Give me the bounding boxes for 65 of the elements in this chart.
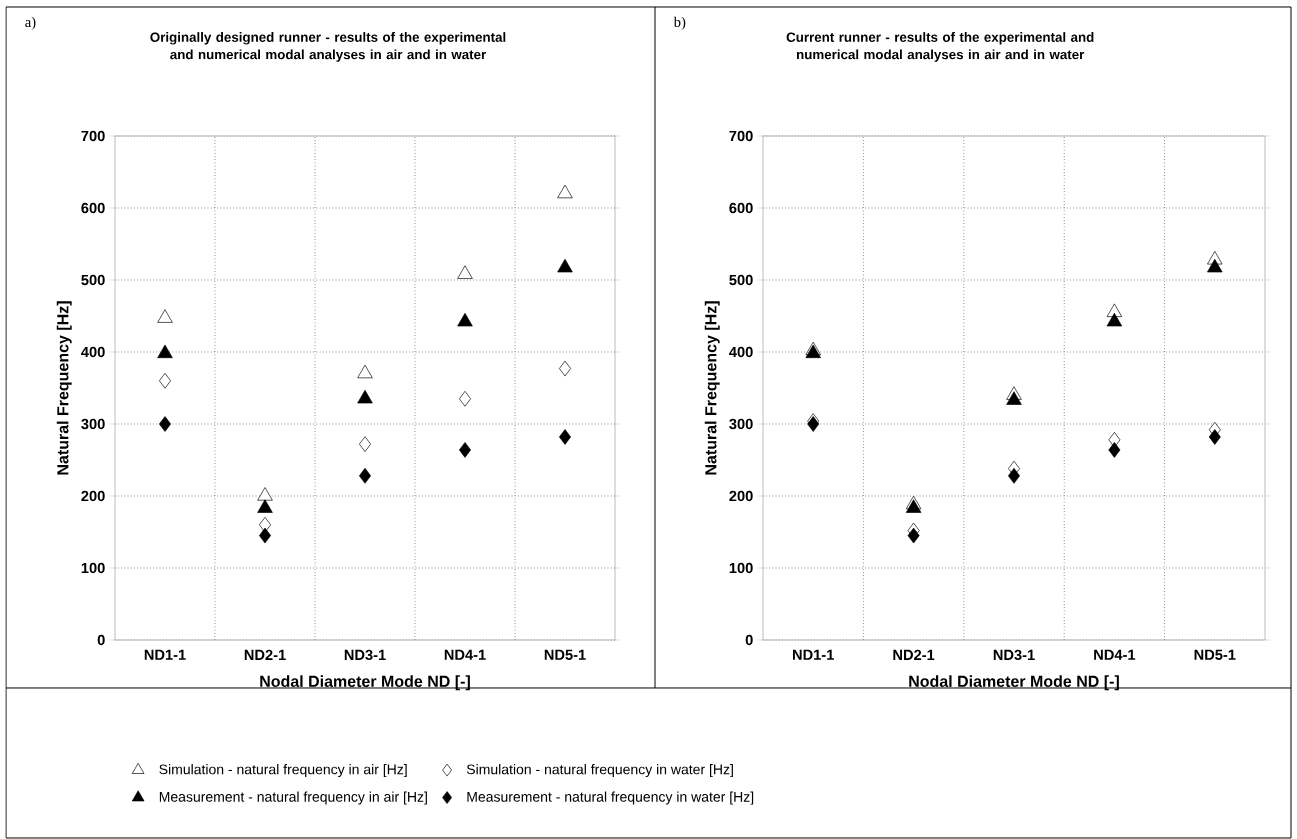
y-tick-label: 100 (729, 562, 753, 574)
y-tick-label: 700 (729, 130, 753, 142)
point (1208, 429, 1221, 445)
y-tick-label: 300 (81, 418, 105, 430)
point (259, 527, 271, 544)
y-tick-label: 300 (729, 418, 753, 430)
x-tick-label: ND4-1 (1094, 649, 1136, 660)
text: b) (673, 16, 686, 30)
point (159, 416, 171, 432)
point (459, 390, 471, 407)
point (1006, 391, 1022, 405)
point (557, 184, 573, 199)
x-tick-label: ND1-1 (792, 649, 834, 660)
point (257, 487, 273, 501)
point (159, 372, 171, 389)
y-tick-label: 0 (745, 634, 753, 646)
legend-label: Measurement - natural frequency in water [Hz] (467, 791, 754, 805)
y-tick-label: 400 (729, 346, 753, 358)
point (157, 309, 173, 323)
x-tick-label: ND3-1 (993, 649, 1035, 661)
point (259, 516, 271, 533)
y-tick-label: 400 (81, 346, 105, 358)
legend-label: Simulation - natural frequency in water [Hz] (466, 764, 733, 778)
chart-title: Current runner - results of the experimental and numerical modal analyses in air and in water (786, 32, 1094, 62)
point (157, 344, 173, 359)
x-axis-title: Nodal Diameter Mode ND [-] (909, 675, 1119, 691)
point (1207, 258, 1223, 273)
legend-label: Measurement - natural frequency in air [Hz] (159, 791, 427, 805)
point (257, 499, 273, 513)
point (357, 364, 373, 379)
y-tick-label: 100 (81, 562, 105, 574)
x-tick-label: ND5-1 (1194, 649, 1236, 660)
x-tick-label: ND1-1 (144, 649, 186, 660)
point (359, 468, 371, 484)
point (357, 389, 373, 404)
chart-title: Originally designed runner - results of the experimental and numerical modal analyses in air and in water (150, 32, 506, 62)
point (459, 442, 471, 458)
point (559, 429, 571, 445)
x-tick-label: ND4-1 (444, 649, 486, 660)
y-tick-label: 600 (729, 202, 753, 214)
text: a) (25, 16, 36, 30)
point (359, 436, 371, 452)
x-axis-title: Nodal Diameter Mode ND [-] (260, 675, 470, 691)
point (557, 258, 573, 273)
y-tick-label: 0 (97, 634, 105, 646)
y-axis-title: Natural Frequency [Hz] (704, 301, 720, 475)
y-tick-label: 600 (81, 202, 105, 214)
point (907, 527, 920, 544)
point (1106, 312, 1123, 327)
x-tick-label: ND3-1 (344, 649, 386, 661)
point (1108, 442, 1121, 458)
y-tick-label: 200 (729, 490, 753, 502)
point (457, 312, 473, 327)
y-tick-label: 200 (81, 490, 105, 502)
point (1008, 468, 1020, 484)
x-tick-label: ND2-1 (244, 649, 286, 660)
x-tick-label: ND2-1 (893, 649, 935, 660)
point (559, 360, 571, 377)
y-tick-label: 500 (81, 274, 105, 286)
x-tick-label: ND5-1 (544, 649, 586, 660)
point (457, 265, 473, 279)
y-tick-label: 700 (81, 130, 105, 142)
legend-label: Simulation - natural frequency in air [Hz] (159, 764, 407, 778)
y-tick-label: 500 (729, 274, 753, 286)
y-axis-title: Natural Frequency [Hz] (56, 301, 72, 475)
